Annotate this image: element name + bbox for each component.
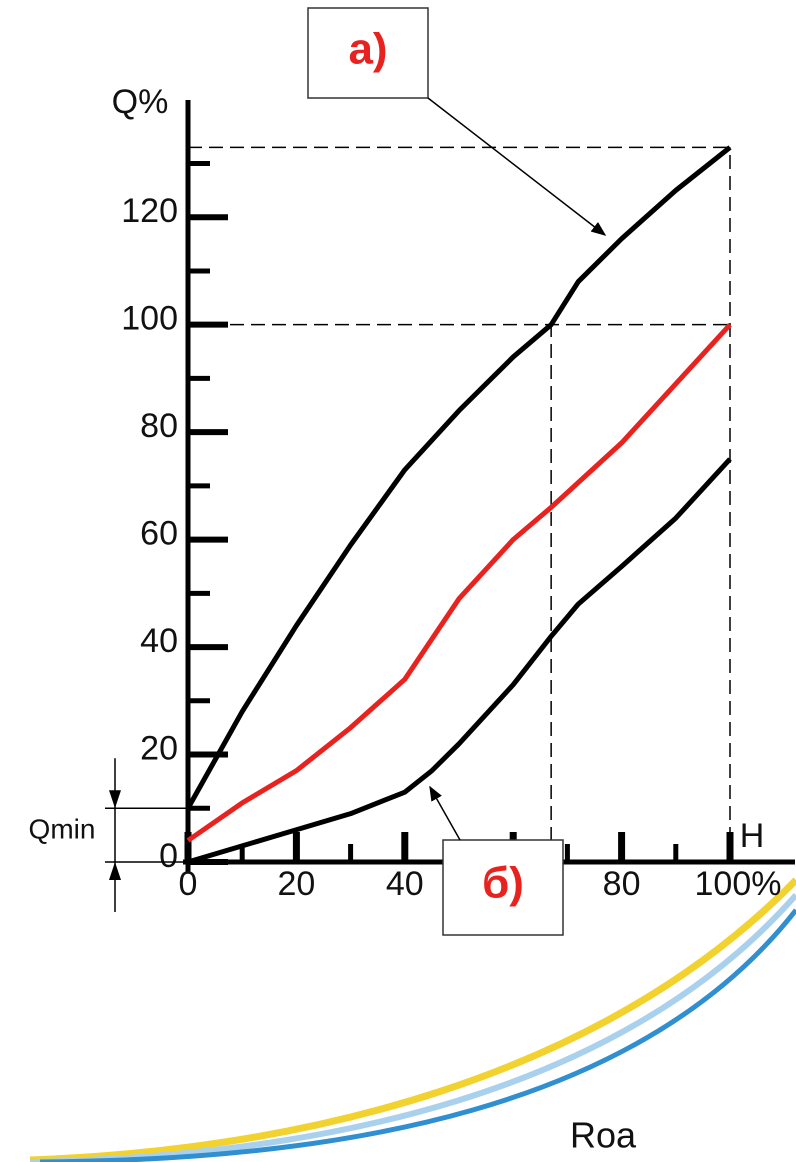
- annotation-arrow: [427, 97, 607, 236]
- y-axis-label: Q%: [112, 83, 169, 121]
- x-tick-label: 20: [277, 865, 315, 903]
- y-tick-label: 60: [140, 515, 178, 553]
- y-tick-label: 20: [140, 730, 178, 768]
- qmin-label: Qmin: [29, 814, 96, 845]
- annotation-arrow: [429, 785, 461, 841]
- qmin-arrow: [109, 862, 121, 880]
- decor-swoosh: [29, 877, 796, 1162]
- qmin-arrow: [109, 790, 121, 809]
- y-tick-label: 0: [159, 837, 178, 875]
- x-tick-label: 40: [386, 865, 424, 903]
- y-tick-label: 100: [121, 300, 178, 338]
- footer-text: Roa: [570, 1115, 637, 1156]
- annotation-box: [307, 7, 429, 99]
- x-tick-label: 100%: [695, 865, 782, 903]
- annotation-label: б): [482, 859, 524, 908]
- annotation-box: [442, 839, 564, 936]
- y-tick-label: 40: [140, 622, 178, 660]
- annotation-label: а): [348, 25, 387, 74]
- series-line: [186, 322, 732, 843]
- series-line: [187, 457, 732, 865]
- x-axis-label: H: [740, 817, 765, 855]
- x-tick-label: 80: [603, 865, 641, 903]
- y-tick-label: 80: [140, 407, 178, 445]
- y-tick-label: 120: [121, 192, 178, 230]
- series-line: [185, 145, 732, 810]
- x-tick-label: 0: [179, 865, 198, 903]
